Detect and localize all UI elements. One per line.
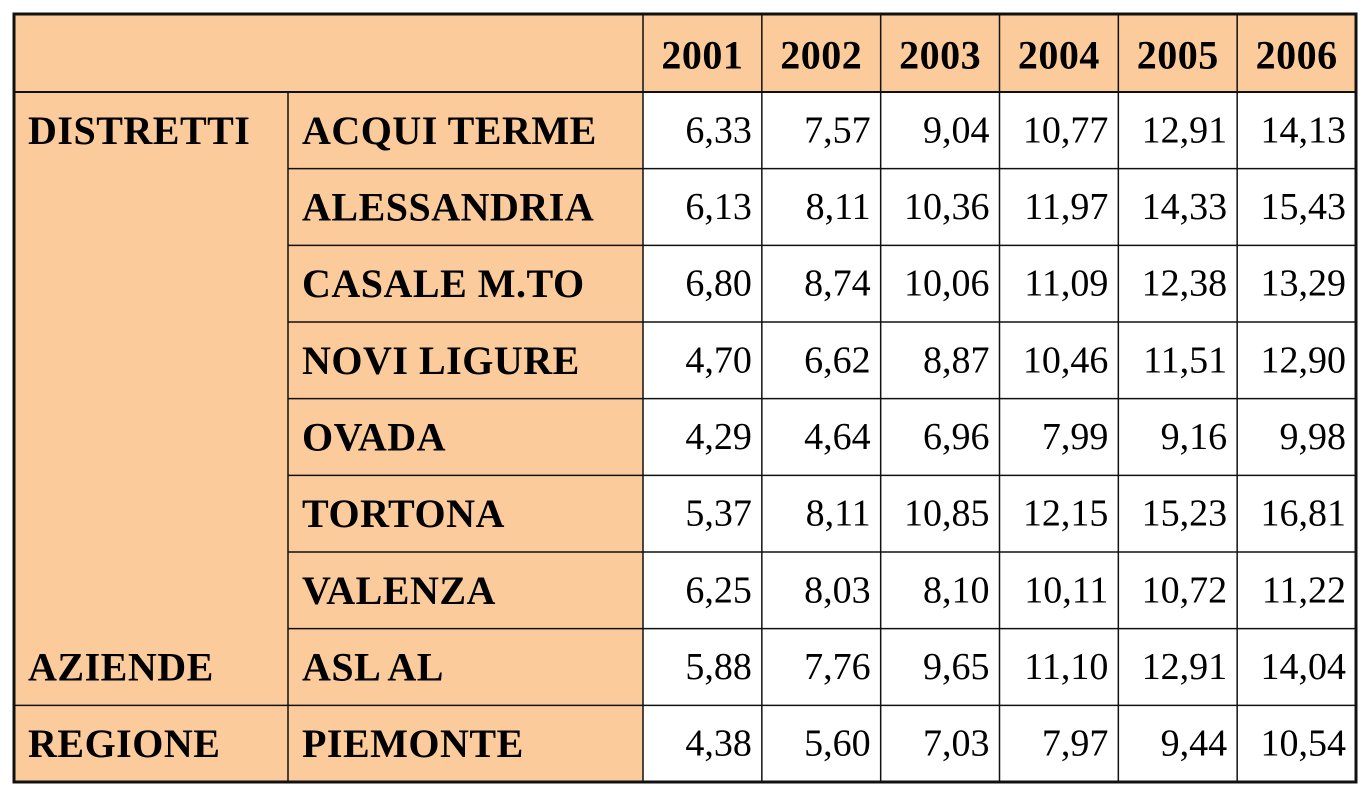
cell-value: 7,03 <box>923 723 990 765</box>
cell-value: 10,11 <box>1024 569 1108 611</box>
cell-value: 8,10 <box>923 569 990 611</box>
cell-value: 9,44 <box>1161 723 1228 765</box>
label-bg <box>14 92 643 782</box>
row-label: TORTONA <box>302 491 505 536</box>
cell-value: 12,15 <box>1023 493 1109 535</box>
cell-value: 8,74 <box>804 263 871 305</box>
cell-value: 9,04 <box>923 109 990 151</box>
row-label: CASALE M.TO <box>302 261 585 306</box>
cell-value: 6,13 <box>685 186 752 228</box>
cell-value: 10,36 <box>904 186 990 228</box>
cell-value: 7,76 <box>804 646 871 688</box>
cell-value: 8,11 <box>806 493 871 535</box>
cell-value: 11,22 <box>1262 569 1346 611</box>
column-header: 2002 <box>780 33 862 78</box>
header-bg <box>14 14 1356 92</box>
column-header: 2005 <box>1137 33 1219 78</box>
cell-value: 4,29 <box>685 416 752 458</box>
cell-value: 9,65 <box>923 646 990 688</box>
cell-value: 16,81 <box>1261 493 1347 535</box>
cell-value: 8,87 <box>923 339 990 381</box>
cell-value: 14,13 <box>1261 109 1347 151</box>
cell-value: 15,23 <box>1142 493 1228 535</box>
group-label: AZIENDE <box>28 645 214 690</box>
group-label: REGIONE <box>28 721 220 766</box>
cell-value: 10,85 <box>904 493 990 535</box>
cell-value: 7,57 <box>804 109 871 151</box>
cell-value: 10,72 <box>1142 569 1228 611</box>
cell-value: 12,91 <box>1142 109 1228 151</box>
cell-value: 15,43 <box>1261 186 1347 228</box>
cell-value: 6,96 <box>923 416 990 458</box>
cell-value: 4,38 <box>685 723 752 765</box>
cell-value: 10,06 <box>904 263 990 305</box>
cell-value: 12,91 <box>1142 646 1228 688</box>
column-header: 2001 <box>661 33 743 78</box>
cell-value: 7,97 <box>1042 723 1109 765</box>
cell-value: 14,33 <box>1142 186 1228 228</box>
row-label: ASL AL <box>302 645 444 690</box>
column-header: 2003 <box>899 33 981 78</box>
cell-value: 6,25 <box>685 569 752 611</box>
cell-value: 11,51 <box>1143 339 1227 381</box>
cell-value: 8,11 <box>806 186 871 228</box>
group-label: DISTRETTI <box>28 108 250 153</box>
row-label: ACQUI TERME <box>302 108 597 153</box>
cell-value: 5,37 <box>685 493 752 535</box>
cell-value: 13,29 <box>1261 263 1347 305</box>
cell-value: 10,77 <box>1023 109 1109 151</box>
cell-value: 9,16 <box>1161 416 1228 458</box>
cell-value: 14,04 <box>1261 646 1347 688</box>
cell-value: 9,98 <box>1280 416 1347 458</box>
cell-value: 12,90 <box>1261 339 1347 381</box>
cell-value: 6,80 <box>685 263 752 305</box>
cell-value: 7,99 <box>1042 416 1109 458</box>
cell-value: 5,60 <box>804 723 871 765</box>
cell-value: 6,62 <box>804 339 871 381</box>
cell-value: 11,97 <box>1024 186 1108 228</box>
cell-value: 12,38 <box>1142 263 1228 305</box>
cell-value: 5,88 <box>685 646 752 688</box>
column-header: 2006 <box>1256 33 1338 78</box>
column-header: 2004 <box>1018 33 1100 78</box>
cell-value: 8,03 <box>804 569 871 611</box>
cell-value: 6,33 <box>685 109 752 151</box>
row-label: PIEMONTE <box>302 721 524 766</box>
cell-value: 11,10 <box>1024 646 1108 688</box>
row-label: OVADA <box>302 415 446 460</box>
cell-value: 11,09 <box>1024 263 1108 305</box>
cell-value: 4,70 <box>685 339 752 381</box>
row-label: VALENZA <box>302 568 496 613</box>
cell-value: 10,46 <box>1023 339 1109 381</box>
table-border <box>12 12 1358 784</box>
cell-value: 4,64 <box>804 416 871 458</box>
row-label: NOVI LIGURE <box>302 338 580 383</box>
row-label: ALESSANDRIA <box>302 185 594 230</box>
cell-value: 10,54 <box>1261 723 1347 765</box>
